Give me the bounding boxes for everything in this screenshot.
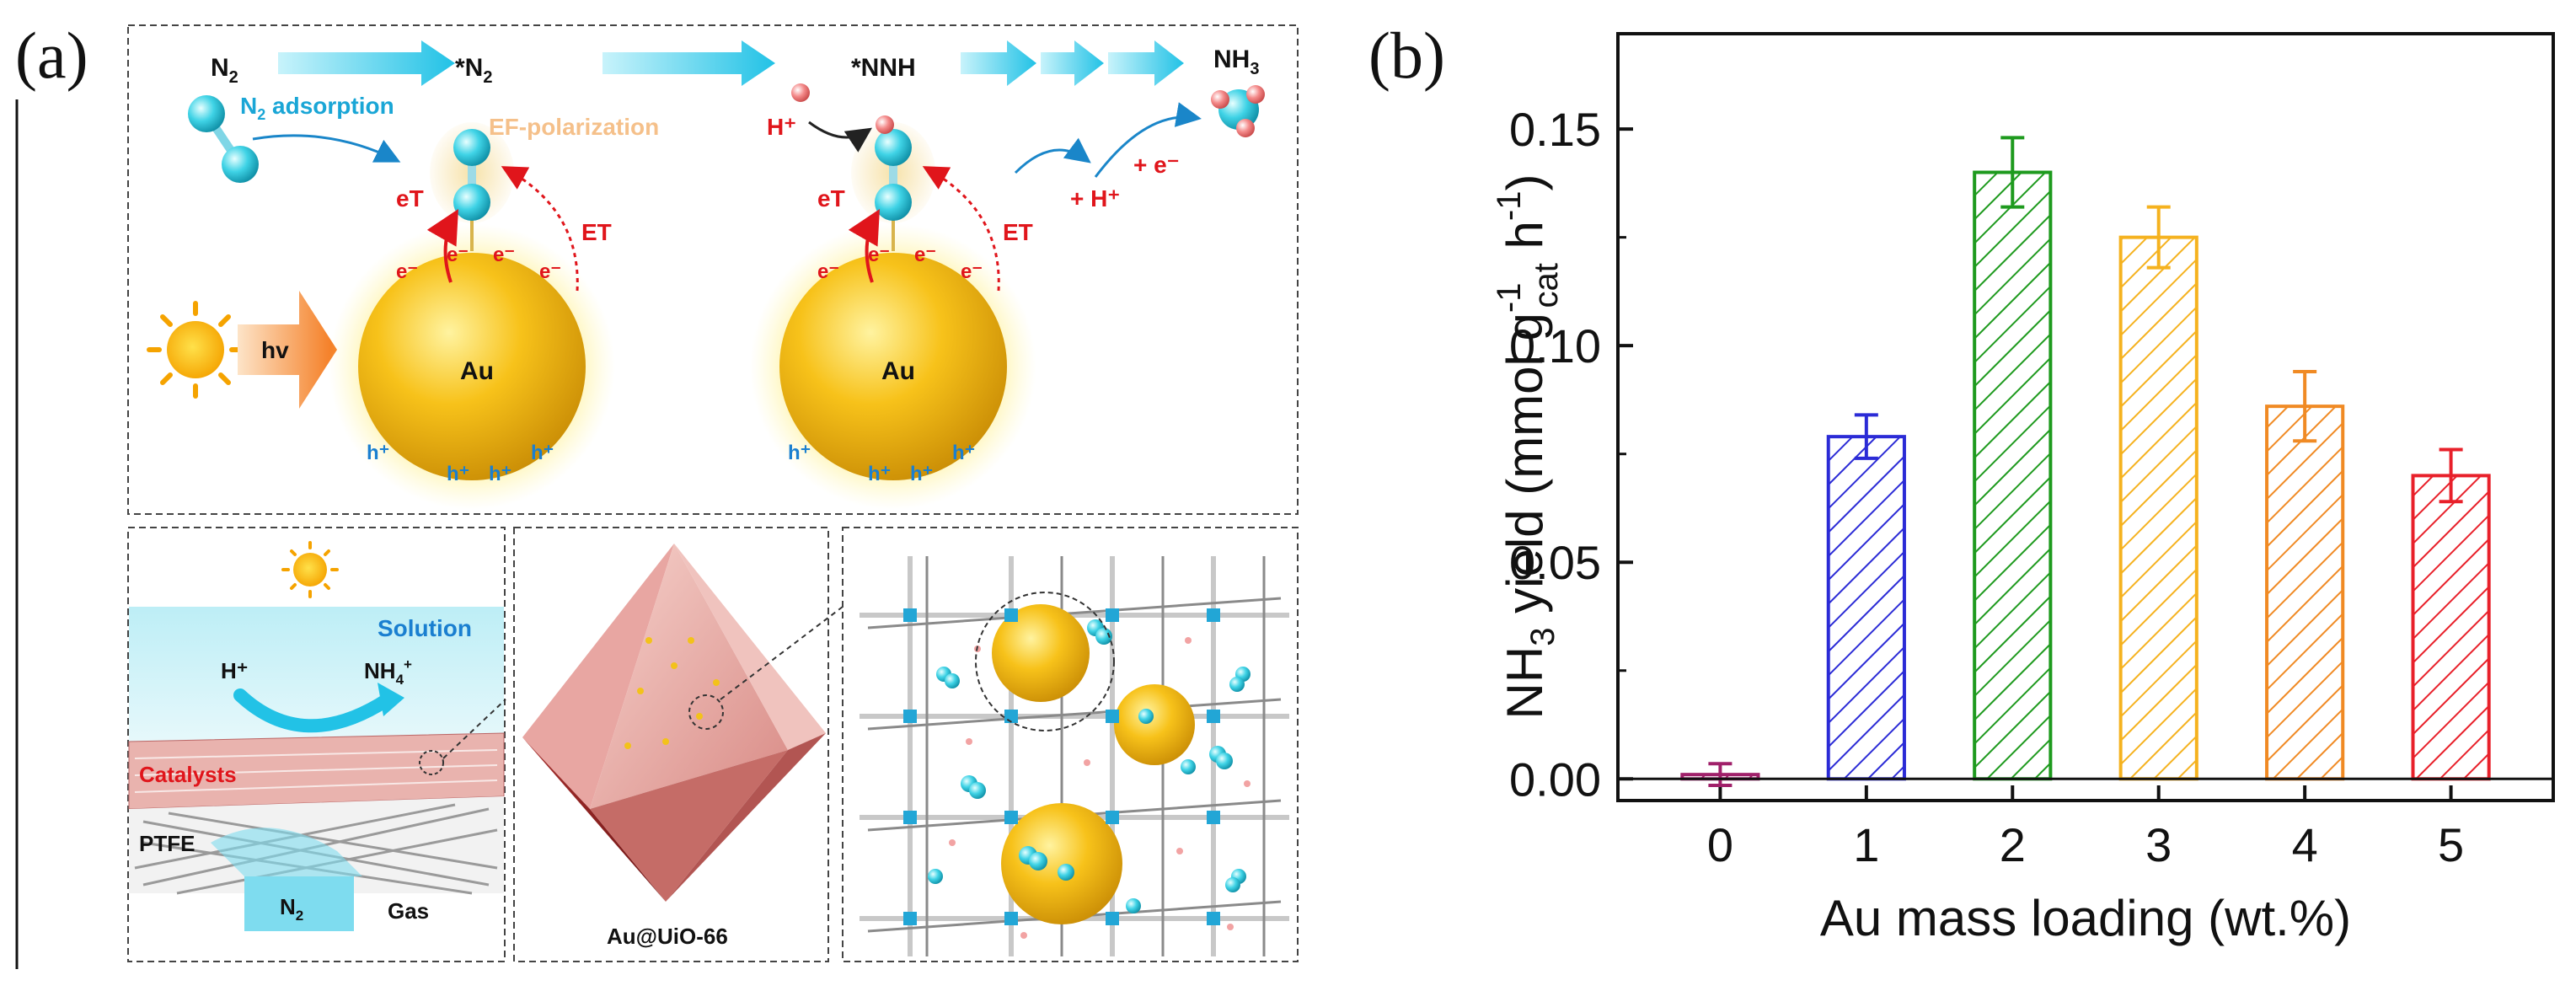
et-upper-arrow-2: [922, 166, 1000, 292]
electron-label: e⁻: [868, 244, 890, 266]
et-lower-label-2: eT: [817, 185, 845, 212]
hole-label: h⁺: [952, 442, 975, 464]
n2-adsorption-label: N2 adsorption: [240, 93, 394, 123]
plus-proton-label: + H⁺: [1070, 185, 1120, 212]
au-nanoparticle-1: [329, 122, 615, 510]
bar-3: [2118, 235, 2198, 781]
y-tick-label: 0.10: [1509, 319, 1601, 372]
et-upper-arrow-1: [501, 166, 579, 292]
sun-icon: [147, 301, 244, 399]
step-arrow-2: [1094, 102, 1202, 178]
species-nh3: NH3: [1213, 46, 1259, 78]
conversion-arrowhead: [378, 683, 404, 716]
gas-channel: [244, 876, 354, 931]
et-lower-arrow-2: [848, 209, 880, 283]
et-lower-arrow-1: [426, 209, 458, 283]
bar-5: [2411, 474, 2491, 781]
free-n2-molecule: [188, 95, 259, 183]
arrow-n2-to-star-n2: [278, 40, 455, 86]
zoom-circle: [419, 750, 444, 775]
electron-label: e⁻: [961, 260, 983, 283]
bar-2: [1973, 170, 2053, 781]
y-tick-label: 0.00: [1509, 753, 1601, 806]
proton-ball: [791, 83, 810, 102]
ptfe-label: PTFE: [139, 831, 195, 856]
panel-b-label: (b): [1368, 19, 1445, 92]
hole-label: h⁺: [489, 463, 511, 485]
au-uio66-octahedron: [522, 544, 826, 902]
y-tick-label: 0.05: [1509, 536, 1601, 589]
x-tick-label: 0: [1707, 818, 1733, 871]
octahedron-zoom-circle: [688, 694, 724, 730]
proton-arrow: [808, 121, 872, 153]
electron-label: e⁻: [447, 244, 469, 266]
catalysts-label: Catalysts: [139, 762, 237, 787]
x-tick-label: 4: [2292, 818, 2318, 871]
hv-label: hv: [261, 337, 289, 363]
electron-label: e⁻: [396, 260, 418, 283]
arrow-star-n2-to-nnh: [602, 40, 775, 86]
n2-gas-label: N2: [280, 894, 303, 924]
hole-label: h⁺: [788, 442, 811, 464]
mechanism-box: [127, 24, 1299, 515]
electron-label: e⁻: [493, 244, 515, 266]
au-nanoparticle-2: [750, 115, 1036, 510]
x-tick-label: 5: [2438, 818, 2464, 871]
panel-b: (b) NH3 yield (mmol g-1cat h-1) 0.00 0.05…: [1368, 19, 2555, 946]
zoom-line: [442, 699, 506, 759]
nh3-molecule: [1211, 85, 1265, 137]
ef-polarization-label: EF-polarization: [489, 114, 659, 140]
x-tick-label: 1: [1853, 818, 1879, 871]
proton-label: H⁺: [767, 114, 796, 140]
au-label-1: Au: [460, 357, 494, 385]
hole-label: h⁺: [531, 442, 554, 464]
y-axis-label: NH3 yield (mmol g-1cat h-1): [1491, 174, 1565, 720]
species-star-n2: *N2: [455, 54, 492, 87]
et-upper-label-2: ET: [1003, 219, 1033, 245]
plot-frame: [1616, 32, 2555, 802]
y-axis-ticks: 0.00 0.05 0.10 0.15: [1509, 103, 1633, 806]
bar-4: [2265, 404, 2345, 781]
conversion-arrow: [233, 688, 394, 733]
solution-label: Solution: [378, 615, 472, 641]
au-uio66-label: Au@UiO-66: [607, 924, 728, 949]
electron-label: e⁻: [817, 260, 839, 283]
panel-a: (a) N2 *N2 *NNH NH3 N2 adsorption: [15, 19, 1299, 969]
panel-a-label: (a): [15, 19, 88, 92]
x-tick-label: 2: [2000, 818, 2026, 871]
gas-label: Gas: [388, 898, 429, 924]
step-arrow-1: [1014, 137, 1091, 174]
adsorption-arrow: [252, 134, 401, 163]
et-upper-label-1: ET: [581, 219, 612, 245]
hole-label: h⁺: [447, 463, 469, 485]
plus-electron-label: + e⁻: [1133, 152, 1179, 178]
y-tick-label: 0.15: [1509, 103, 1601, 156]
x-axis-ticks: 0 1 2 3 4 5: [1707, 785, 2464, 871]
arrow-nnh-to-nh3: [961, 40, 1184, 86]
x-axis-label: Au mass loading (wt.%): [1820, 890, 2351, 946]
electron-label: e⁻: [539, 260, 561, 283]
et-lower-label-1: eT: [396, 185, 424, 212]
x-tick-label: 3: [2145, 818, 2172, 871]
mof-lattice: [860, 556, 1289, 956]
sun-icon: [281, 541, 339, 598]
hole-label: h⁺: [367, 442, 389, 464]
gas-plume: [211, 828, 362, 876]
species-n2: N2: [211, 54, 238, 87]
hole-label: h⁺: [868, 463, 891, 485]
hv-arrow: [238, 291, 337, 409]
electron-label: e⁻: [914, 244, 936, 266]
solution-region: [129, 607, 504, 742]
bar-1: [1826, 435, 1906, 781]
species-nnh: *NNH: [851, 54, 916, 82]
nh4-label: NH4+: [364, 656, 412, 688]
h-plus-label: H⁺: [221, 658, 249, 683]
hole-label: h⁺: [910, 463, 933, 485]
au-label-2: Au: [881, 357, 915, 385]
bar-series: [1680, 136, 2491, 788]
octahedron-zoom-line: [720, 606, 843, 700]
